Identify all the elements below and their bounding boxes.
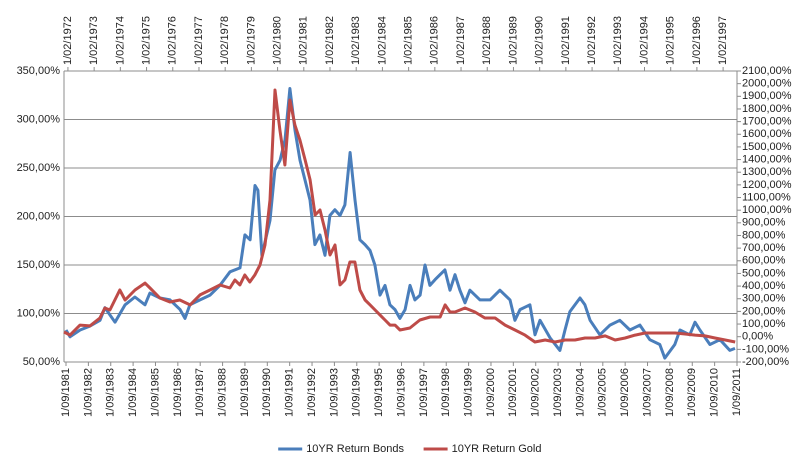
x2-tick-label: 1/02/1988 (481, 16, 493, 65)
x2-tick-label: 1/02/1985 (403, 16, 415, 65)
y2-tick-label: -100,00% (742, 343, 789, 355)
x2-tick-label: 1/02/1981 (298, 16, 310, 65)
x-tick-label: 1/09/1999 (463, 368, 475, 417)
x2-tick-label: 1/02/1996 (691, 16, 703, 65)
y2-tick-label: 1900,00% (742, 90, 792, 102)
series-line (63, 88, 736, 344)
x2-tick-label: 1/02/1997 (717, 16, 729, 65)
x-tick-label: 1/09/2001 (507, 368, 519, 417)
x2-tick-label: 1/02/1992 (586, 16, 598, 65)
x-tick-label: 1/09/1991 (284, 368, 296, 417)
x-tick-label: 1/09/2008 (664, 368, 676, 417)
x-tick-label: 1/09/1986 (172, 368, 184, 417)
y2-tick-label: 1200,00% (742, 179, 792, 191)
y2-tick-label: 2000,00% (742, 78, 792, 90)
series-line (64, 87, 736, 360)
x2-tick-label: 1/02/1974 (114, 16, 126, 65)
y2-tick-label: 1100,00% (742, 191, 791, 203)
x-tick-label: 1/09/2004 (574, 368, 586, 417)
x2-tick-label: 1/02/1980 (271, 16, 283, 65)
x2-tick-label: 1/02/1993 (612, 16, 624, 65)
x-tick-label: 1/09/2009 (686, 368, 698, 417)
y2-tick-label: 200,00% (742, 305, 786, 317)
x-tick-label: 1/09/1988 (216, 368, 228, 417)
x2-tick-label: 1/02/1995 (665, 16, 677, 65)
legend-label: 10YR Return Bonds (306, 443, 404, 455)
x-tick-label: 1/09/1985 (149, 368, 161, 417)
x-tick-label: 1/09/2006 (619, 368, 631, 417)
x-tick-label: 1/09/2011 (731, 368, 743, 416)
x-tick-label: 1/09/1997 (418, 368, 430, 417)
x-tick-label: 1/09/1982 (82, 368, 94, 417)
x2-tick-label: 1/02/1982 (324, 16, 336, 65)
x2-tick-label: 1/02/1977 (193, 16, 205, 65)
y2-tick-label: 1400,00% (742, 153, 792, 165)
x2-tick-label: 1/02/1990 (534, 16, 546, 65)
x2-tick-label: 1/02/1973 (88, 16, 100, 65)
x2-tick-label: 1/02/1987 (455, 16, 467, 65)
y-tick-label: 50,00% (23, 356, 61, 368)
x-tick-label: 1/09/2010 (709, 368, 721, 417)
y2-tick-label: 800,00% (742, 229, 786, 241)
y2-tick-label: 1500,00% (742, 141, 792, 153)
y-tick-label: 250,00% (17, 162, 61, 174)
y2-tick-label: 500,00% (742, 267, 786, 279)
x2-tick-label: 1/02/1989 (507, 16, 519, 65)
y2-tick-label: 1300,00% (742, 166, 792, 178)
x2-tick-label: 1/02/1975 (140, 16, 152, 65)
y2-tick-label: 1700,00% (742, 116, 792, 128)
y-tick-label: 100,00% (17, 307, 61, 319)
x-tick-label: 1/09/1994 (351, 368, 363, 417)
x-tick-label: 1/09/2003 (552, 368, 564, 417)
x-tick-label: 1/09/1989 (239, 368, 251, 417)
x-tick-label: 1/09/1993 (328, 368, 340, 417)
x2-tick-label: 1/02/1983 (350, 16, 362, 65)
y2-tick-label: 100,00% (742, 318, 786, 330)
x2-tick-label: 1/02/1976 (167, 16, 179, 65)
x-tick-label: 1/09/1987 (194, 368, 206, 417)
x-tick-label: 1/09/2002 (530, 368, 542, 417)
x-tick-label: 1/09/1995 (373, 368, 385, 417)
x-tick-label: 1/09/1983 (105, 368, 117, 417)
y2-tick-label: 600,00% (742, 255, 786, 267)
y2-tick-label: 700,00% (742, 242, 786, 254)
y-tick-label: 300,00% (17, 113, 61, 125)
x-tick-label: 1/09/1996 (395, 368, 407, 417)
x-tick-label: 1/09/2007 (641, 368, 653, 417)
y2-tick-label: 1800,00% (742, 103, 792, 115)
y-tick-label: 200,00% (17, 210, 61, 222)
y-tick-label: 350,00% (17, 65, 61, 77)
x-tick-label: 1/09/2000 (485, 368, 497, 417)
y2-tick-label: 0,00% (742, 331, 773, 343)
y2-tick-label: 1600,00% (742, 128, 792, 140)
x2-tick-label: 1/02/1986 (429, 16, 441, 65)
x2-tick-label: 1/02/1972 (62, 16, 74, 65)
x2-tick-label: 1/02/1984 (376, 16, 388, 65)
y2-tick-label: 300,00% (742, 293, 786, 305)
legend-label: 10YR Return Gold (452, 443, 542, 455)
y2-tick-label: 2100,00% (742, 65, 792, 77)
x-tick-label: 1/09/1992 (306, 368, 318, 417)
y2-tick-label: 900,00% (742, 217, 786, 229)
x-tick-label: 1/09/2005 (597, 368, 609, 417)
x-tick-label: 1/09/1981 (60, 368, 72, 417)
x2-tick-label: 1/02/1979 (245, 16, 257, 65)
y-tick-label: 150,00% (17, 259, 61, 271)
x2-tick-label: 1/02/1994 (638, 16, 650, 65)
y2-tick-label: -200,00% (742, 356, 789, 368)
x-tick-label: 1/09/1984 (127, 368, 139, 417)
x2-tick-label: 1/02/1978 (219, 16, 231, 65)
y2-tick-label: 400,00% (742, 280, 786, 292)
y2-tick-label: 1000,00% (742, 204, 792, 216)
x-tick-label: 1/09/1998 (440, 368, 452, 417)
x-tick-label: 1/09/1990 (261, 368, 273, 417)
x2-tick-label: 1/02/1991 (560, 16, 572, 65)
